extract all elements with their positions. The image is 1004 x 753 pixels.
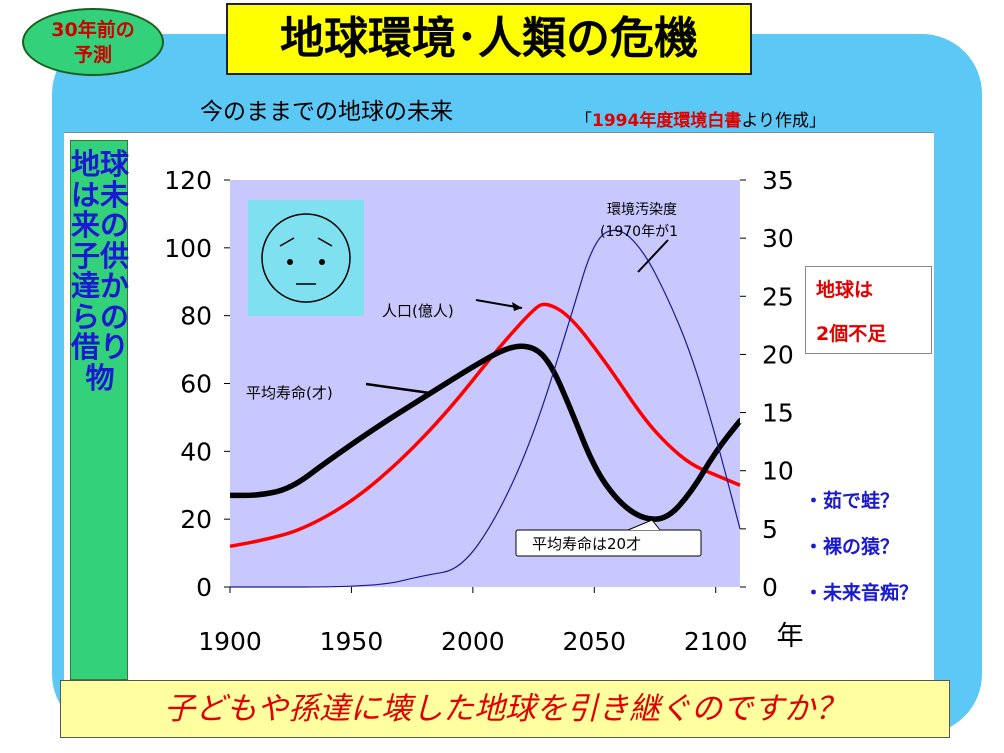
y-right-tick-label: 20: [762, 340, 794, 369]
y-left-tick-label: 120: [164, 166, 212, 195]
y-right-tick-label: 0: [762, 573, 778, 602]
life-expectancy-label: 平均寿命(才): [246, 384, 333, 402]
series-line-2: [230, 229, 741, 588]
y-left-tick-label: 60: [180, 370, 212, 399]
side-label: 地球は未来の子供達からの借り物: [71, 147, 130, 395]
blue-note-3: ・未来音痴？: [804, 582, 919, 604]
y-right-tick-label: 10: [762, 457, 794, 486]
x-tick-label: 2100: [684, 627, 748, 656]
source-highlight: 1994年度環境白書: [592, 111, 742, 131]
x-unit-label: 年: [777, 621, 804, 652]
y-left-tick-label: 20: [180, 505, 212, 534]
y-right-tick-label: 25: [762, 282, 794, 311]
callout-box: [515, 529, 702, 557]
page-title: 地球環境･人類の危機: [226, 3, 752, 75]
badge-line1: 30年前の: [51, 19, 135, 41]
source-rest: より作成」: [741, 111, 826, 131]
series-line-0: [229, 302, 741, 549]
x-tick-label: 1900: [198, 627, 262, 656]
series-line-1: [230, 343, 743, 522]
y-left-tick-label: 0: [196, 573, 212, 602]
life-expectancy-arrow: [365, 382, 431, 395]
y-right-tick-label: 15: [762, 399, 794, 428]
side-label-box: 地球は未来の子供達からの借り物: [70, 140, 130, 680]
prediction-badge: 30年前の 予測: [22, 8, 164, 76]
y-right-tick-label: 30: [762, 224, 794, 253]
life-expectancy-callout: 平均寿命は20才: [515, 519, 702, 557]
pollution-arrow: [637, 239, 669, 273]
blue-note-2: ・裸の猿？: [804, 536, 900, 558]
blue-note-1: ・茹で蛙？: [804, 490, 900, 512]
callout-pointer: [627, 519, 661, 531]
callout-text: 平均寿命は20才: [532, 535, 641, 553]
source-open: 「: [575, 111, 592, 131]
source-note: 「1994年度環境白書より作成」: [575, 106, 826, 131]
y-right-tick-label: 5: [762, 515, 778, 544]
population-arrowhead: [512, 302, 522, 311]
y-left-tick-label: 100: [164, 234, 212, 263]
x-tick-label: 2000: [441, 627, 505, 656]
bottom-banner: 子どもや孫達に壊した地球を引き継ぐのですか？: [60, 680, 950, 738]
y-left-tick-label: 40: [180, 437, 212, 466]
x-tick-label: 1950: [320, 627, 384, 656]
badge-line2: 予測: [73, 44, 112, 66]
worried-face-icon: [248, 200, 364, 316]
y-right-tick-label: 35: [762, 166, 794, 195]
pollution-label: 環境汚染度: [607, 202, 677, 218]
x-tick-label: 2050: [562, 627, 626, 656]
pollution-label-sub: (1970年が1: [600, 224, 678, 240]
y-left-tick-label: 80: [180, 302, 212, 331]
earth-shortage-note: 地球は 2個不足: [805, 266, 932, 354]
red-note-line2: 2個不足: [816, 323, 887, 345]
red-note-line1: 地球は: [816, 279, 874, 301]
population-label: 人口(億人): [382, 302, 454, 320]
chart-subtitle: 今のままでの地球の未来: [200, 99, 453, 125]
